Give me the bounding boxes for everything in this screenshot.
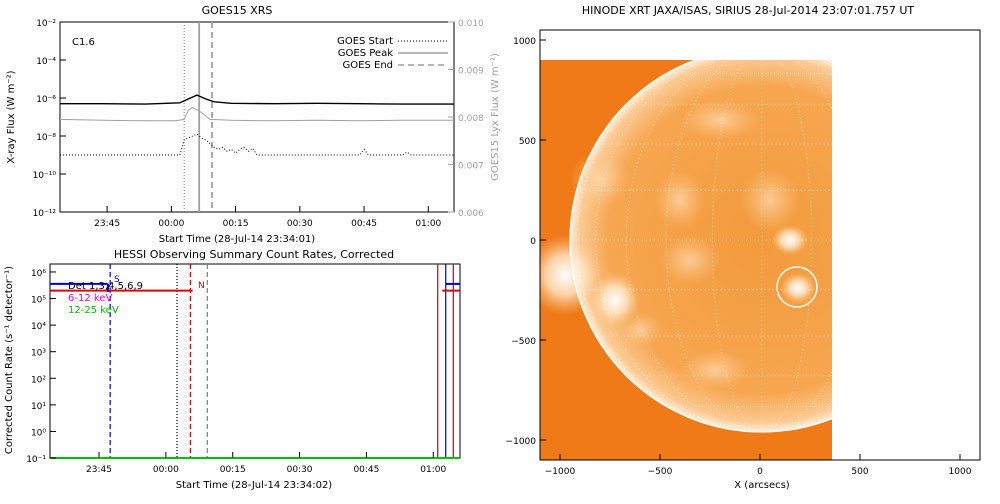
goes-legend: GOES Start GOES Peak GOES End	[337, 36, 448, 71]
xrt-y-tick-label: 500	[519, 137, 536, 147]
hessi-y-tick-label: 10¹	[31, 402, 46, 412]
hessi-y-tick-label: 10⁶	[31, 269, 46, 279]
hessi-legend: Det 1,3,4,5,6,9 6-12 keV 12-25 keV	[68, 281, 143, 316]
goes-y-tick-label: 10⁻¹⁰	[33, 171, 57, 181]
xrt-x-tick-label: −1000	[545, 467, 576, 477]
goes-legend-peak-label: GOES Peak	[338, 48, 393, 59]
goes-legend-end-label: GOES End	[343, 60, 393, 71]
xrt-image	[540, 60, 832, 460]
goes-series-lyx	[59, 106, 454, 122]
xrt-y-tick-label: −1000	[506, 437, 537, 447]
goes-title: GOES15 XRS	[202, 4, 273, 17]
goes-series-short	[60, 133, 454, 156]
xrt-lat-lon-grid	[570, 60, 832, 433]
goes-y2-tick-label: 0.006	[458, 209, 484, 219]
hessi-y-label: Corrected Count Rate (s⁻¹ detector⁻¹)	[4, 266, 15, 454]
xrt-x-ticks: −1000 −500 0 500 1000	[545, 454, 972, 477]
goes-y2-tick-label: 0.007	[458, 162, 484, 172]
xrt-y-tick-label: −500	[511, 337, 536, 347]
hessi-x-tick-label: 00:15	[220, 465, 246, 475]
goes-x-tick-label: 00:15	[223, 219, 249, 229]
xrt-x-tick-label: −500	[648, 467, 673, 477]
goes-series-long	[60, 94, 454, 105]
hessi-mark-n: N	[198, 281, 205, 291]
hessi-x-ticks: 23:45 00:00 00:15 00:30 00:45 01:00	[86, 452, 447, 475]
hessi-x-tick-label: 00:00	[153, 465, 179, 475]
hessi-x-label: Start Time (28-Jul-14 23:34:02)	[176, 480, 333, 491]
goes-x-tick-label: 00:30	[287, 219, 313, 229]
hessi-y-tick-label: 10⁰	[31, 428, 46, 438]
xrt-panel: HINODE XRT JAXA/ISAS, SIRIUS 28-Jul-2014…	[506, 4, 981, 491]
goes-y-tick-label: 10⁻⁸	[36, 133, 56, 143]
hessi-y-tick-label: 10⁵	[31, 296, 46, 306]
goes-y2-tick-label: 0.009	[458, 67, 484, 77]
xrt-grid-longitude	[665, 60, 763, 433]
xrt-x-tick-label: 0	[757, 467, 763, 477]
goes-y-tick-label: 10⁻¹²	[33, 209, 57, 219]
xrt-x-tick-label: 500	[851, 467, 868, 477]
xrt-y-ticks: 1000 500 0 −500 −1000	[506, 37, 546, 447]
goes-x-tick-label: 00:45	[351, 219, 377, 229]
xrt-x-tick-label: 1000	[949, 467, 972, 477]
hessi-x-tick-label: 01:00	[420, 465, 446, 475]
xrt-grid-longitude	[576, 60, 763, 433]
hessi-y-tick-label: 10⁻¹	[26, 455, 46, 465]
goes-flare-class: C1.6	[72, 37, 95, 48]
goes-panel: GOES15 XRS C1.6 GOES Start GOES Peak GOE…	[6, 4, 501, 245]
goes-y2-ticks: 0.010 0.009 0.008 0.007 0.006	[448, 19, 484, 219]
goes-x-label: Start Time (28-Jul-14 23:34:01)	[159, 234, 316, 245]
goes-y-ticks: 10⁻² 10⁻⁴ 10⁻⁶ 10⁻⁸ 10⁻¹⁰ 10⁻¹²	[33, 19, 66, 219]
xrt-x-label: X (arcsecs)	[734, 480, 790, 491]
goes-legend-start-label: GOES Start	[337, 36, 393, 47]
goes-y2-tick-label: 0.010	[458, 19, 484, 29]
hessi-x-tick-label: 00:45	[353, 465, 379, 475]
xrt-grid-longitude	[761, 60, 832, 433]
goes-x-ticks: 23:45 00:00 00:15 00:30 00:45 01:00	[94, 206, 442, 229]
goes-y-tick-label: 10⁻⁶	[36, 95, 56, 105]
hessi-mark-s: S	[114, 275, 120, 285]
goes-y-tick-label: 10⁻²	[36, 19, 56, 29]
hessi-legend-6-12: 6-12 keV	[68, 293, 112, 304]
hessi-legend-12-25: 12-25 keV	[68, 305, 119, 316]
xrt-title: HINODE XRT JAXA/ISAS, SIRIUS 28-Jul-2014…	[582, 4, 915, 17]
goes-y2-tick-label: 0.008	[458, 114, 484, 124]
hessi-legend-det: Det 1,3,4,5,6,9	[68, 281, 143, 292]
xrt-grid-longitude	[625, 60, 763, 433]
hessi-title: HESSI Observing Summary Count Rates, Cor…	[114, 248, 394, 261]
flare-location-circle	[776, 266, 818, 308]
hessi-x-tick-label: 00:30	[287, 465, 313, 475]
goes-x-tick-label: 23:45	[94, 219, 120, 229]
hessi-y-ticks: 10⁶ 10⁵ 10⁴ 10³ 10² 10¹ 10⁰ 10⁻¹	[26, 269, 56, 465]
goes-y-tick-label: 10⁻⁴	[36, 57, 56, 67]
hessi-y-tick-label: 10⁴	[31, 322, 46, 332]
hessi-x-tick-label: 23:45	[86, 465, 112, 475]
xrt-y-tick-label: 0	[530, 237, 536, 247]
hessi-panel: HESSI Observing Summary Count Rates, Cor…	[4, 248, 461, 491]
goes-y2-label: GOES15 Lyx Flux (W m⁻²)	[490, 53, 501, 181]
goes-y-label: X-ray Flux (W m⁻²)	[6, 70, 17, 163]
goes-x-tick-label: 01:00	[415, 219, 441, 229]
solar-limb	[569, 60, 832, 433]
hessi-y-tick-label: 10³	[31, 349, 46, 359]
xrt-y-tick-label: 1000	[513, 37, 536, 47]
goes-x-tick-label: 00:00	[158, 219, 184, 229]
hessi-plot-area	[50, 264, 460, 459]
goes-plot-area	[59, 22, 454, 212]
hessi-y-tick-label: 10²	[31, 375, 46, 385]
